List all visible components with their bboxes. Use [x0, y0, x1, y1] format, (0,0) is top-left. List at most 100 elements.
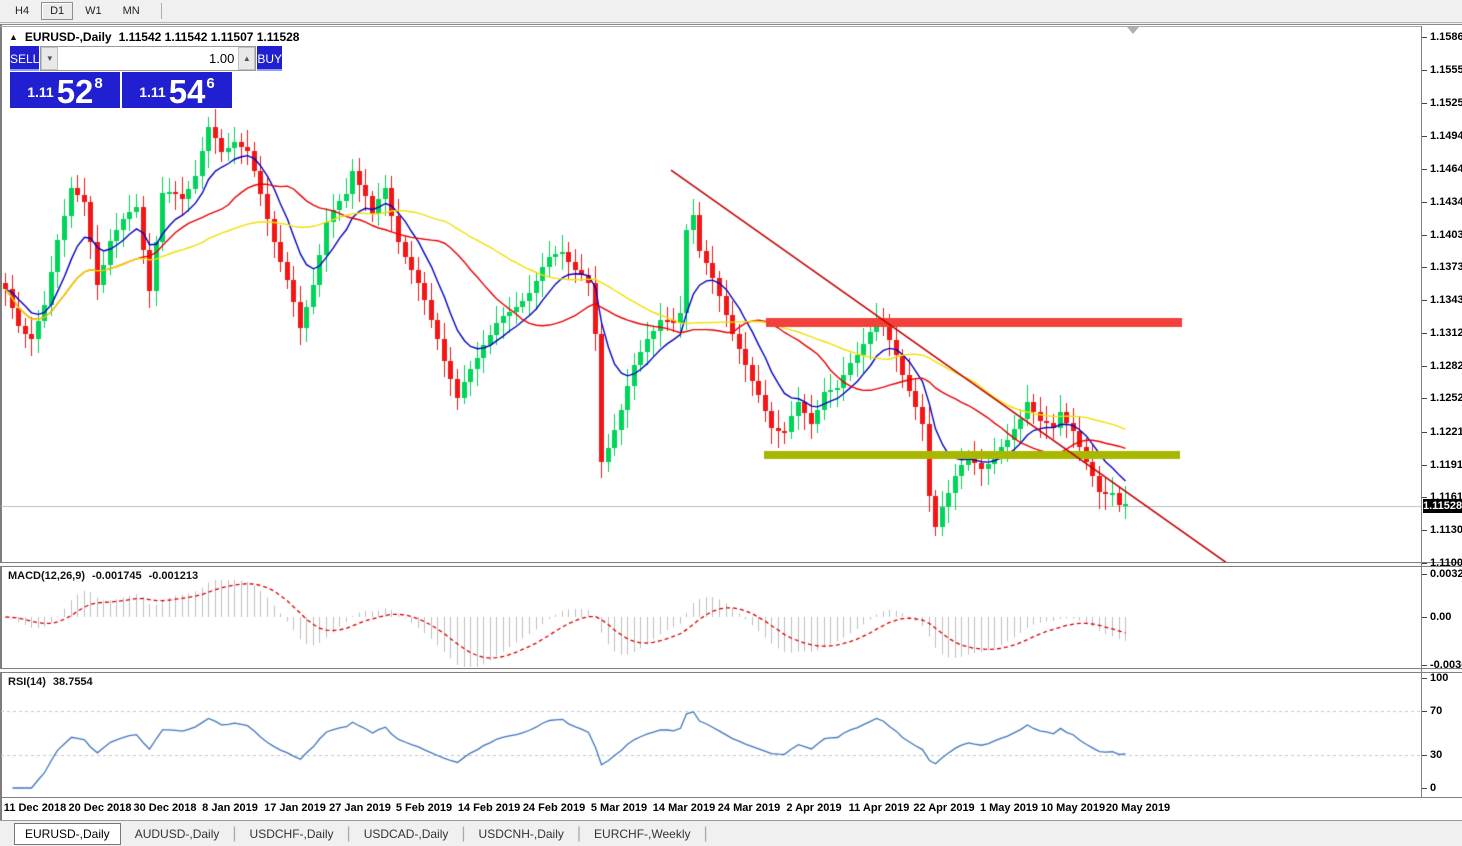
tab-usdcnh-daily[interactable]: USDCNH-,Daily — [478, 826, 564, 841]
price-axis-tick — [1422, 169, 1427, 170]
volume-decrease-button[interactable]: ▼ — [41, 47, 59, 70]
price-axis-label: 1.13125 — [1430, 327, 1462, 339]
toolbar-separator — [160, 3, 162, 19]
macd-signal-value: -0.001213 — [148, 570, 199, 582]
price-axis-tick — [1422, 300, 1427, 301]
price-axis-label: 1.11305 — [1430, 524, 1462, 536]
price-axis-label: 1.12820 — [1430, 360, 1462, 372]
price-axis-tick — [1422, 235, 1427, 236]
rsi-axis-tick — [1422, 711, 1427, 712]
price-axis-tick — [1422, 103, 1427, 104]
price-axis-border — [1421, 26, 1422, 798]
price-axis-label: 1.14035 — [1430, 229, 1462, 241]
date-axis-label: 11 Dec 2018 — [3, 802, 67, 814]
chart-header: ▲ EURUSD-,Daily 1.11542 1.11542 1.11507 … — [9, 30, 299, 44]
trade-panel-price-row: 1.11 52 8 1.11 54 6 — [10, 72, 232, 108]
buy-button[interactable]: BUY — [257, 46, 283, 71]
tab-separator: | — [346, 824, 351, 842]
date-axis-label: 17 Jan 2019 — [264, 802, 326, 814]
rsi-panel-splitter[interactable] — [0, 668, 1462, 673]
timeframe-button-mn[interactable]: MN — [122, 5, 140, 17]
rsi-axis-tick — [1422, 755, 1427, 756]
volume-increase-button[interactable]: ▲ — [238, 47, 256, 70]
trade-panel-top-row: SELL ▼ ▲ BUY — [10, 46, 283, 71]
macd-indicator-chart[interactable] — [1, 567, 1421, 667]
collapse-arrow-icon[interactable]: ▲ — [9, 32, 18, 42]
price-axis-label: 1.15250 — [1430, 97, 1462, 109]
price-axis-label: 1.15860 — [1430, 31, 1462, 43]
price-axis-tick — [1422, 202, 1427, 203]
volume-input[interactable] — [58, 47, 239, 70]
tab-separator: | — [232, 824, 237, 842]
current-price-tag: 1.11528 — [1423, 499, 1462, 513]
timeframe-button-d1[interactable]: D1 — [41, 2, 74, 20]
tab-usdcad-daily[interactable]: USDCAD-,Daily — [363, 826, 449, 841]
tab-audusd-daily[interactable]: AUDUSD-,Daily — [134, 826, 220, 841]
date-axis-label: 22 Apr 2019 — [913, 802, 975, 814]
sell-price-prefix: 1.11 — [27, 84, 54, 100]
price-axis-tick — [1422, 37, 1427, 38]
buy-price-pip: 6 — [206, 75, 215, 92]
tab-eurchf-weekly[interactable]: EURCHF-,Weekly — [594, 826, 691, 841]
date-axis-label: 30 Dec 2018 — [133, 802, 197, 814]
macd-axis-tick — [1422, 617, 1427, 618]
chart-ohlc-values: 1.11542 1.11542 1.11507 1.11528 — [118, 30, 300, 44]
price-axis-label: 1.14945 — [1430, 130, 1462, 142]
macd-axis-label: 0.003287 — [1430, 568, 1462, 580]
rsi-indicator-chart[interactable] — [1, 673, 1421, 797]
buy-price-prefix: 1.11 — [139, 84, 166, 100]
rsi-axis-tick — [1422, 678, 1427, 679]
buy-price-big: 54 — [168, 72, 206, 110]
price-axis-tick — [1422, 563, 1427, 564]
sell-price-big: 52 — [56, 72, 94, 110]
macd-axis-tick — [1422, 574, 1427, 575]
rsi-axis-label: 0 — [1430, 782, 1437, 794]
date-axis-label: 5 Feb 2019 — [395, 802, 453, 814]
buy-price-display[interactable]: 1.11 54 6 — [122, 72, 232, 108]
tab-usdchf-daily[interactable]: USDCHF-,Daily — [249, 826, 334, 841]
price-axis-label: 1.15555 — [1430, 64, 1462, 76]
timeframe-buttons: H4 D1 W1 MN — [6, 2, 171, 20]
rsi-panel-bottom-border — [0, 797, 1462, 798]
price-axis-tick — [1422, 267, 1427, 268]
macd-axis-label: -0.00365 — [1430, 659, 1462, 671]
macd-axis-tick — [1422, 665, 1427, 666]
macd-axis-label: 0.00 — [1430, 611, 1452, 623]
price-axis-tick — [1422, 366, 1427, 367]
sell-button[interactable]: SELL — [10, 46, 40, 71]
date-axis-label: 2 Apr 2019 — [786, 802, 842, 814]
sell-price-display[interactable]: 1.11 52 8 — [10, 72, 120, 108]
plot-top-border — [0, 26, 1421, 27]
tab-separator: | — [461, 824, 466, 842]
macd-panel-splitter[interactable] — [0, 562, 1462, 567]
price-axis-label: 1.14645 — [1430, 163, 1462, 175]
main-price-chart[interactable] — [1, 27, 1421, 562]
rsi-axis-label: 70 — [1430, 705, 1443, 717]
one-click-trading-panel: SELL ▼ ▲ BUY 1.11 52 8 1.11 54 6 — [10, 46, 283, 108]
tab-eurusd-daily[interactable]: EURUSD-,Daily — [14, 822, 121, 845]
price-axis-tick — [1422, 497, 1427, 498]
date-axis-label: 1 May 2019 — [979, 802, 1039, 814]
price-axis-tick — [1422, 530, 1427, 531]
price-axis-label: 1.12215 — [1430, 426, 1462, 438]
timeframe-button-h4[interactable]: H4 — [15, 5, 30, 17]
price-axis-label: 1.13735 — [1430, 261, 1462, 273]
tab-separator: | — [703, 824, 708, 842]
chart-shift-marker-icon[interactable] — [1127, 27, 1139, 34]
date-axis-label: 24 Feb 2019 — [522, 802, 586, 814]
timeframe-button-w1[interactable]: W1 — [85, 5, 102, 17]
date-axis-label: 10 May 2019 — [1040, 802, 1106, 814]
date-axis-label: 11 Apr 2019 — [848, 802, 910, 814]
macd-main-value: -0.001745 — [92, 570, 142, 582]
macd-label: MACD(12,26,9) -0.001745 -0.001213 — [8, 570, 198, 582]
price-axis-label: 1.12520 — [1430, 392, 1462, 404]
rsi-axis-label: 30 — [1430, 749, 1443, 761]
date-axis-label: 27 Jan 2019 — [329, 802, 391, 814]
rsi-axis-tick — [1422, 788, 1427, 789]
price-axis-label: 1.13430 — [1430, 294, 1462, 306]
date-axis-label: 14 Mar 2019 — [652, 802, 716, 814]
price-axis-tick — [1422, 333, 1427, 334]
rsi-name: RSI(14) — [8, 676, 46, 688]
sell-price-pip: 8 — [94, 75, 103, 92]
date-axis-label: 5 Mar 2019 — [590, 802, 648, 814]
